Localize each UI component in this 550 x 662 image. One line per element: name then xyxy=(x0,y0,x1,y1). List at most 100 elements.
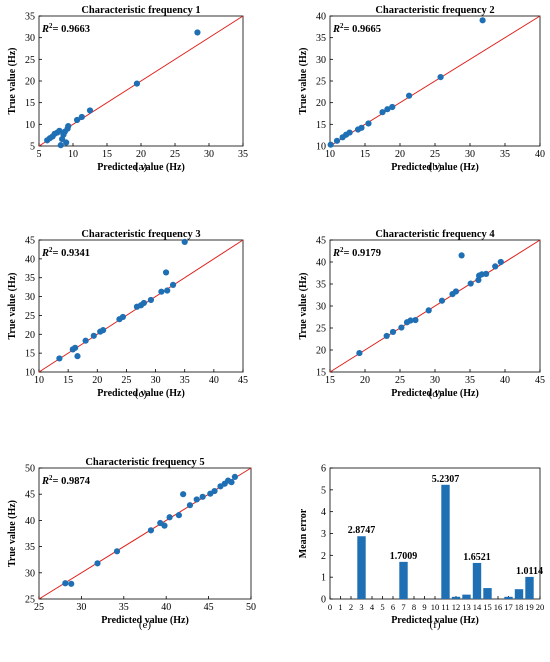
y-axis-label: True value (Hz) xyxy=(7,47,18,114)
reference-line xyxy=(329,239,541,373)
y-tick-label: 20 xyxy=(25,77,35,88)
x-tick-label: 20 xyxy=(92,375,102,386)
data-point xyxy=(479,17,486,24)
data-point xyxy=(164,287,171,294)
data-point xyxy=(56,127,63,134)
data-point xyxy=(180,491,187,498)
data-point xyxy=(458,252,465,259)
data-point xyxy=(162,269,170,276)
x-tick-label: 10 xyxy=(325,149,335,160)
data-point xyxy=(356,349,363,357)
data-point xyxy=(90,332,97,339)
y-tick-label: 30 xyxy=(316,302,326,313)
r-squared-superscript: 2 xyxy=(340,22,344,30)
chart-panel-2: 10 15 20 25 30 35 40 10 15 20 25 30 35 40 Predicted va… xyxy=(298,5,545,173)
r-squared-annotation: R2= 0.9663 xyxy=(41,22,90,35)
y-tick-label: 30 xyxy=(25,568,35,579)
data-point xyxy=(467,280,474,287)
chart-title: Characteristic frequency 5 xyxy=(85,457,204,468)
x-tick-label: 15 xyxy=(63,375,73,386)
y-tick-label: 35 xyxy=(316,280,326,291)
x-tick-label: 25 xyxy=(170,149,180,160)
y-tick-label: 45 xyxy=(25,236,35,247)
r-squared-value: = 0.9663 xyxy=(53,24,90,35)
x-tick-label: 20 xyxy=(360,375,370,386)
y-tick-label: 25 xyxy=(25,595,35,606)
y-tick-label: 25 xyxy=(25,311,35,322)
y-tick-label: 35 xyxy=(25,273,35,284)
bar-data-label: 1.6521 xyxy=(463,552,491,563)
bar xyxy=(451,596,461,599)
y-tick-label: 4 xyxy=(321,507,326,518)
x-tick-label: 40 xyxy=(535,149,545,160)
chart-title: Characteristic frequency 4 xyxy=(375,229,495,240)
bar xyxy=(483,588,492,599)
x-tick-label: 30 xyxy=(430,375,440,386)
y-tick-label: 15 xyxy=(25,349,35,360)
reference-line xyxy=(38,15,244,147)
bar xyxy=(504,596,513,599)
panel-label: (a) xyxy=(135,161,148,173)
bar-data-label: 1.0114 xyxy=(516,566,543,577)
data-point xyxy=(166,514,173,521)
y-axis-label: True value (Hz) xyxy=(298,272,309,339)
y-tick-label: 6 xyxy=(321,464,326,475)
panel-label: (d) xyxy=(429,388,442,400)
x-tick-label: 40 xyxy=(209,375,219,386)
r-squared-annotation: R2= 0.9665 xyxy=(332,22,381,35)
x-tick-label: 35 xyxy=(500,149,510,160)
y-tick-label: 30 xyxy=(25,33,35,44)
x-tick-label: 40 xyxy=(500,375,510,386)
bar xyxy=(514,589,524,599)
data-point xyxy=(452,288,460,295)
y-tick-label: 25 xyxy=(25,55,35,66)
x-tick-label: 15 xyxy=(102,149,112,160)
r-squared-value: = 0.9874 xyxy=(53,476,91,487)
x-axis-label: Predicted value (Hz) xyxy=(391,388,479,399)
y-tick-label: 10 xyxy=(25,120,35,131)
r-squared-symbol: R xyxy=(41,476,49,487)
y-tick-label: 20 xyxy=(25,330,35,341)
y-tick-label: 3 xyxy=(321,529,326,540)
data-point xyxy=(231,473,238,481)
data-point xyxy=(57,142,64,149)
y-axis-label: True value (Hz) xyxy=(7,272,18,339)
data-point xyxy=(211,487,218,495)
data-point xyxy=(425,307,432,314)
y-tick-label: 5 xyxy=(30,142,35,153)
x-tick-label: 30 xyxy=(151,375,161,386)
y-tick-label: 15 xyxy=(25,98,35,109)
x-tick-label: 40 xyxy=(161,602,171,613)
data-point xyxy=(406,92,413,99)
y-tick-label: 0 xyxy=(321,595,326,606)
y-tick-label: 30 xyxy=(25,292,35,303)
y-tick-label: 10 xyxy=(25,368,35,379)
data-point xyxy=(193,496,200,503)
x-tick-label: 0 xyxy=(328,602,332,612)
bar-data-label: 1.7009 xyxy=(390,551,418,562)
x-tick-label: 4 xyxy=(370,602,375,612)
x-tick-label: 8 xyxy=(412,602,416,612)
y-tick-label: 40 xyxy=(316,258,326,269)
x-tick-label: 15 xyxy=(360,149,370,160)
r-squared-symbol: R xyxy=(332,248,340,259)
x-tick-label: 10 xyxy=(431,602,440,612)
r-squared-symbol: R xyxy=(41,248,49,259)
x-tick-label: 45 xyxy=(238,375,248,386)
data-point xyxy=(346,129,353,136)
y-tick-label: 25 xyxy=(316,324,326,335)
x-tick-label: 50 xyxy=(246,602,256,613)
x-tick-label: 13 xyxy=(462,602,471,612)
chart-panel-3: 10 15 20 25 30 35 40 45 10 15 20 25 30 35 40 45 Predicte… xyxy=(7,229,248,400)
x-tick-label: 19 xyxy=(525,602,534,612)
chart-title: Characteristic frequency 1 xyxy=(81,5,200,16)
bar-data-label: 5.2307 xyxy=(432,474,460,485)
r-squared-value: = 0.9179 xyxy=(344,248,381,259)
x-tick-label: 35 xyxy=(238,149,248,160)
y-tick-label: 15 xyxy=(316,120,326,131)
bar xyxy=(462,594,471,599)
chart-title: Characteristic frequency 3 xyxy=(81,229,200,240)
x-tick-label: 17 xyxy=(504,602,513,612)
r-squared-symbol: R xyxy=(41,24,49,35)
